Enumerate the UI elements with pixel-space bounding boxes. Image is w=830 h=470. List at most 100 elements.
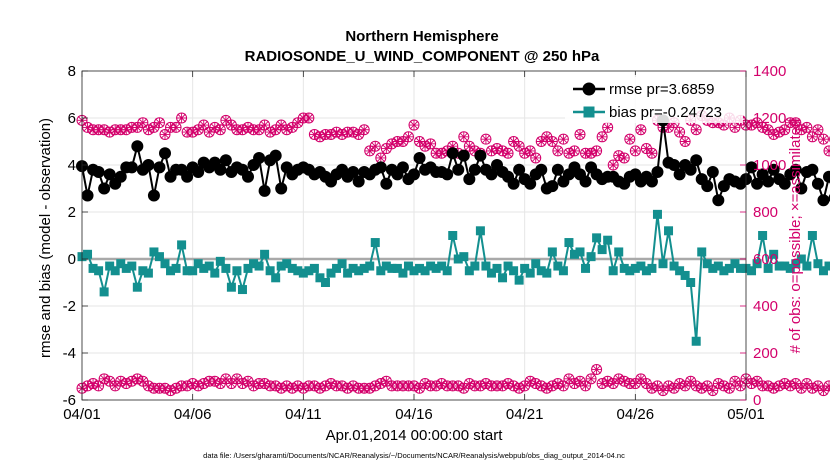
bias-point	[403, 261, 413, 271]
obs-assimilated-point	[707, 385, 718, 396]
bias-point	[553, 261, 563, 271]
obs-assimilated-point	[348, 380, 359, 391]
obs-assimilated-point	[525, 376, 536, 387]
obs-assimilated-point	[270, 124, 281, 135]
obs-assimilated-point	[774, 380, 785, 391]
bias-point	[271, 273, 281, 283]
obs-assimilated-point	[630, 145, 641, 156]
obs-assimilated-point	[171, 122, 182, 133]
bias-point	[110, 266, 120, 276]
obs-assimilated-point	[254, 124, 265, 135]
rmse-point	[242, 170, 254, 183]
bias-point	[243, 263, 253, 273]
rmse-point	[125, 161, 138, 174]
bias-point	[636, 261, 646, 271]
obs-assimilated-point	[215, 124, 226, 135]
legend-bias-marker	[583, 106, 595, 118]
obs-assimilated-point	[359, 383, 370, 394]
bias-point	[320, 278, 330, 287]
obs-assimilated-point	[121, 378, 132, 389]
obs-assimilated-point	[115, 124, 126, 135]
rmse-point	[673, 168, 686, 181]
rmse-point	[507, 177, 520, 190]
bias-point	[802, 261, 812, 271]
bias-point	[254, 261, 264, 271]
rmse-point	[457, 149, 470, 162]
bias-point	[354, 266, 364, 276]
bias-point	[387, 263, 397, 273]
bias-point	[475, 226, 485, 236]
bias-point	[575, 247, 585, 257]
obs-assimilated-point	[569, 378, 580, 389]
bias-point	[569, 249, 579, 259]
obs-assimilated-point	[519, 380, 530, 391]
obs-assimilated-point	[231, 373, 242, 384]
obs-assimilated-point	[586, 373, 597, 384]
bias-point	[708, 263, 718, 273]
obs-assimilated-point	[680, 136, 691, 147]
data-file-footnote: data file: /Users/gharamti/Documents/NCA…	[203, 451, 625, 460]
rmse-point	[269, 149, 282, 162]
bias-point	[193, 259, 203, 269]
obs-assimilated-point	[160, 129, 170, 140]
obs-assimilated-point	[403, 380, 414, 391]
obs-assimilated-point	[88, 378, 99, 389]
obs-assimilated-point	[187, 127, 198, 138]
bias-point	[680, 270, 690, 280]
obs-assimilated-point	[503, 148, 514, 159]
bias-point	[536, 266, 546, 276]
rmse-point	[275, 182, 288, 195]
rmse-point	[347, 166, 360, 179]
bias-point	[182, 266, 192, 276]
obs-assimilated-point	[580, 148, 591, 159]
bias-point	[503, 261, 513, 271]
obs-assimilated-point	[331, 380, 342, 391]
obs-assimilated-point	[88, 124, 99, 135]
obs-assimilated-point	[480, 378, 491, 389]
bias-point	[514, 275, 524, 285]
obs-assimilated-point	[397, 380, 408, 391]
obs-assimilated-point	[314, 383, 325, 394]
bias-point	[309, 263, 319, 273]
bias-point	[282, 259, 292, 269]
rmse-point	[474, 149, 487, 162]
obs-assimilated-point	[752, 376, 763, 387]
obs-assimilated-point	[314, 131, 325, 142]
obs-assimilated-point	[580, 380, 591, 391]
bias-point	[154, 252, 164, 262]
obs-assimilated-point	[602, 376, 613, 387]
obs-assimilated-point	[270, 380, 281, 391]
bias-point	[99, 287, 109, 297]
legend-rmse-label: rmse pr=3.6859	[609, 81, 714, 98]
obs-assimilated-point	[287, 122, 298, 133]
obs-assimilated-point	[265, 380, 276, 391]
rmse-point	[645, 175, 658, 188]
bias-point	[188, 266, 198, 276]
obs-assimilated-point	[364, 145, 375, 156]
obs-assimilated-point	[646, 148, 657, 159]
bias-point	[426, 261, 436, 271]
bias-point	[769, 249, 779, 259]
obs-assimilated-point	[115, 376, 126, 387]
bias-point	[669, 261, 679, 271]
obs-assimilated-point	[818, 134, 829, 145]
obs-assimilated-point	[137, 376, 148, 387]
rmse-point	[153, 161, 166, 174]
obs-assimilated-point	[608, 378, 619, 389]
obs-assimilated-point	[215, 378, 226, 389]
bias-point	[149, 247, 159, 257]
obs-assimilated-point	[718, 380, 729, 391]
obs-assimilated-point	[497, 380, 508, 391]
obs-assimilated-point	[464, 141, 475, 152]
x-tick-label: 04/01	[63, 406, 101, 423]
y-tick-label-left: -6	[63, 392, 76, 409]
bias-point	[807, 231, 817, 240]
obs-assimilated-point	[148, 122, 159, 133]
obs-assimilated-point	[702, 380, 713, 391]
bias-point	[785, 263, 795, 273]
obs-assimilated-point	[696, 383, 707, 394]
rmse-point	[690, 154, 703, 167]
bias-point	[658, 259, 668, 269]
obs-assimilated-point	[104, 127, 115, 138]
rmse-point	[706, 166, 719, 179]
